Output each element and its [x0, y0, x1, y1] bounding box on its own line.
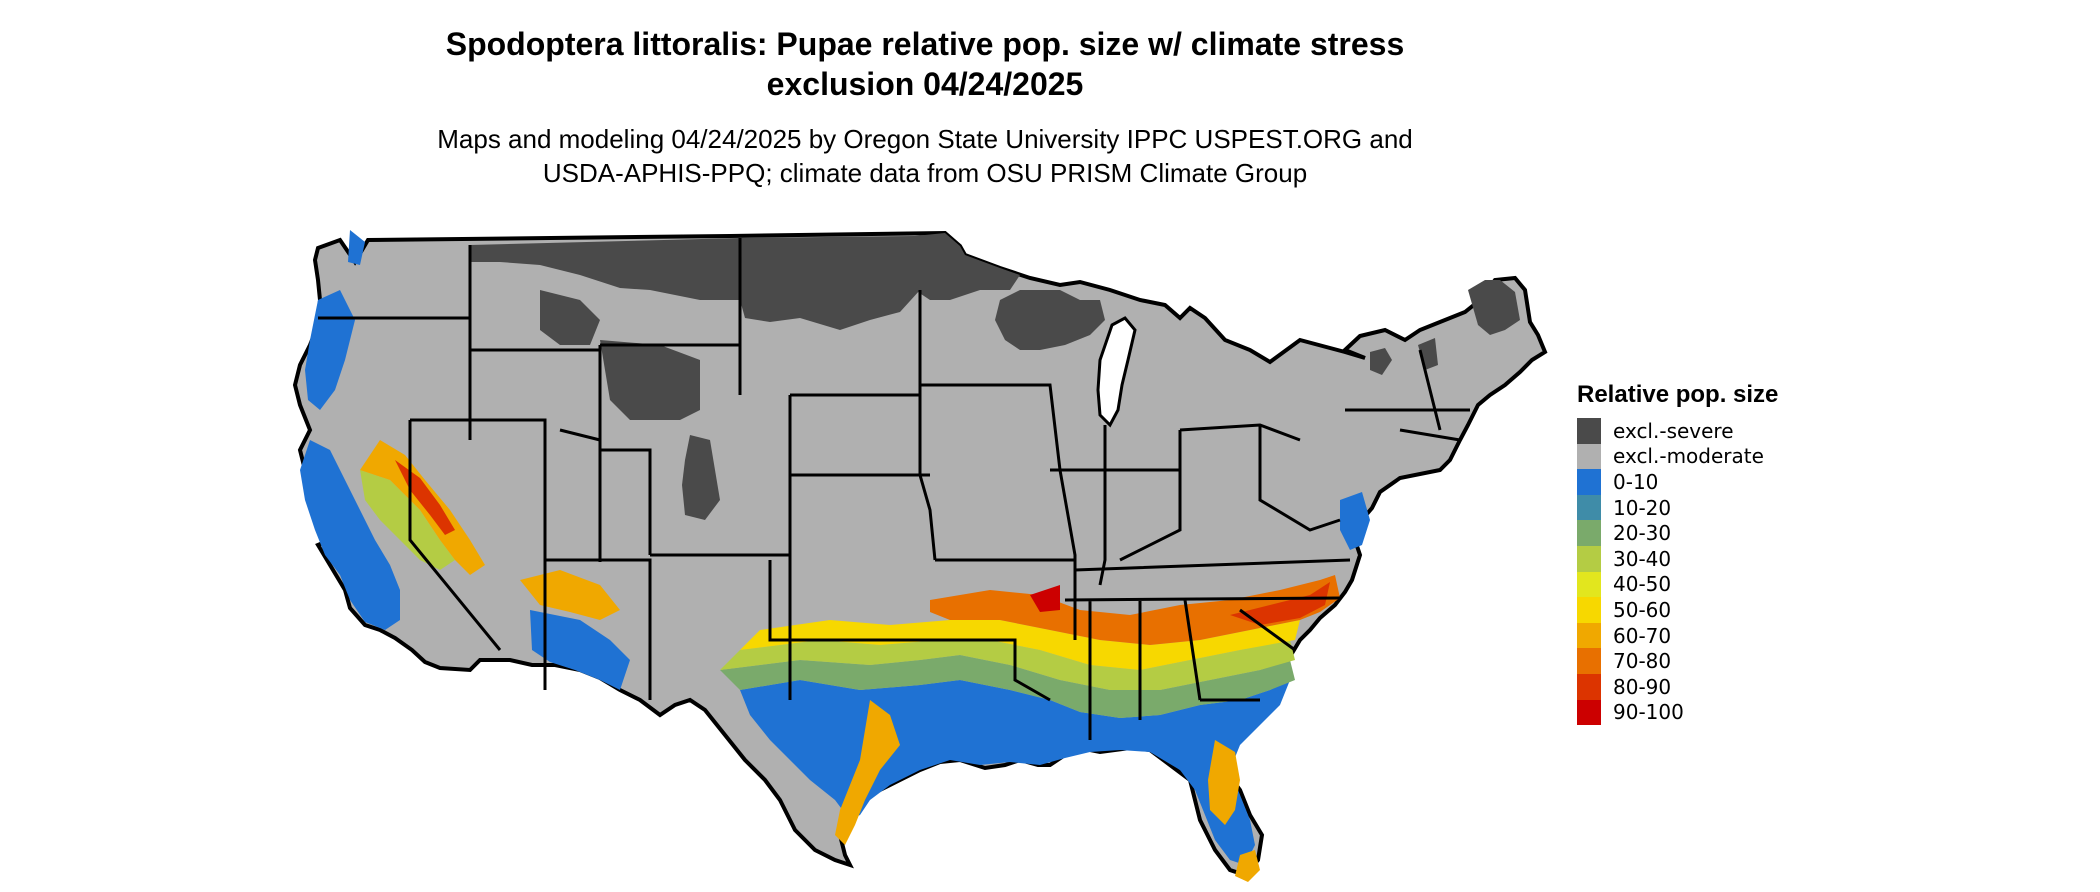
legend-label: 10-20: [1613, 495, 1672, 520]
legend-swatch: [1577, 622, 1601, 649]
legend-swatch: [1577, 469, 1601, 495]
legend: Relative pop. size excl.-severe excl.-mod…: [1577, 380, 1779, 726]
legend-item: excl.-severe: [1577, 418, 1778, 444]
florida-southern-tip: [1235, 850, 1260, 882]
legend-item: 60-70: [1577, 622, 1778, 649]
legend-label: 90-100: [1613, 700, 1684, 725]
legend-swatch: [1577, 520, 1601, 546]
legend-label: 50-60: [1613, 597, 1672, 622]
legend-label: 60-70: [1613, 623, 1672, 648]
subtitle-line-1: Maps and modeling 04/24/2025 by Oregon S…: [437, 124, 1413, 154]
legend-swatch: [1577, 443, 1601, 470]
legend-label: 80-90: [1613, 674, 1672, 699]
range-20-40-regions: [360, 470, 1295, 718]
legend-item: 20-30: [1577, 520, 1778, 546]
legend-item: 10-20: [1577, 494, 1778, 521]
legend-label: 20-30: [1613, 521, 1672, 546]
legend-swatch: [1577, 571, 1601, 598]
legend-swatch: [1577, 648, 1601, 674]
legend-label: 70-80: [1613, 649, 1672, 674]
legend-title: Relative pop. size: [1577, 381, 1779, 408]
legend-swatch: [1577, 597, 1601, 623]
legend-swatch: [1577, 673, 1601, 700]
legend-items: excl.-severe excl.-moderate 0-10 10-20 20-30…: [1577, 418, 1778, 726]
lake-michigan: [1096, 316, 1137, 428]
legend-swatch: [1577, 418, 1601, 444]
legend-item: 50-60: [1577, 597, 1778, 623]
subtitle-line-2: USDA-APHIS-PPQ; climate data from OSU PR…: [542, 158, 1308, 188]
legend-label: 40-50: [1613, 572, 1672, 597]
title-line-2: exclusion 04/24/2025: [766, 66, 1084, 102]
state-boundaries: [318, 238, 1470, 740]
legend-swatch: [1577, 494, 1601, 521]
legend-label: 30-40: [1613, 546, 1672, 571]
legend-item: 0-10: [1577, 469, 1778, 495]
legend-label: excl.-moderate: [1613, 444, 1764, 469]
legend-swatch: [1577, 545, 1601, 572]
legend-item: excl.-moderate: [1577, 443, 1778, 470]
legend-label: excl.-severe: [1613, 418, 1734, 443]
legend-item: 40-50: [1577, 571, 1778, 598]
legend-swatch: [1577, 699, 1601, 726]
excl-severe-regions: [470, 233, 1520, 520]
legend-item: 70-80: [1577, 648, 1778, 674]
title-line-1: Spodoptera littoralis: Pupae relative po…: [445, 26, 1405, 62]
legend-item: 30-40: [1577, 545, 1778, 572]
map-title: Spodoptera littoralis: Pupae relative po…: [0, 24, 1850, 104]
legend-item: 80-90: [1577, 673, 1778, 700]
legend-label: 0-10: [1613, 469, 1659, 494]
map-subtitle: Maps and modeling 04/24/2025 by Oregon S…: [0, 122, 1850, 190]
legend-item: 90-100: [1577, 699, 1778, 726]
